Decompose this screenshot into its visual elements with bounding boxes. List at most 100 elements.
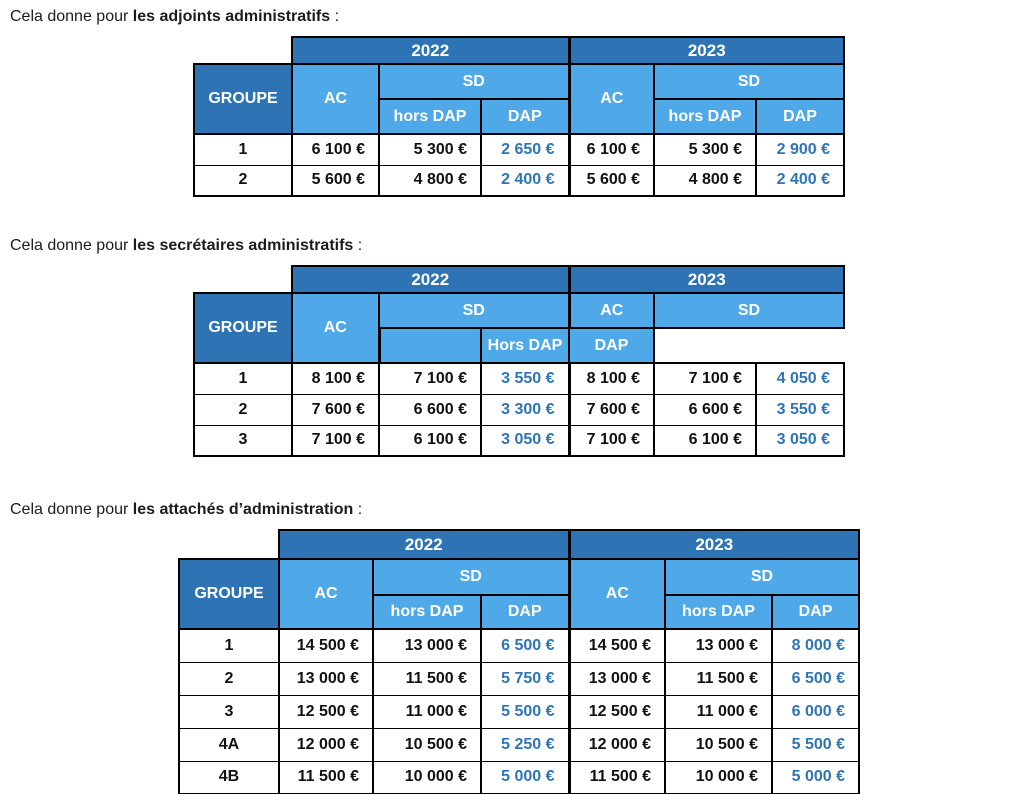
ac-header-2022: AC — [291, 63, 380, 135]
dap-value-cell: 3 050 € — [480, 424, 570, 457]
groupe-cell: 1 — [178, 628, 280, 663]
section-secretaires: Cela donne pour les secrétaires administ… — [10, 235, 1024, 457]
table-row: 4B 11 500 €10 000 €5 000 €11 500 €10 000 … — [178, 760, 860, 794]
corner-spacer — [194, 37, 292, 64]
value-cell: 13 000 € — [278, 661, 374, 696]
section-intro: Cela donne pour les adjoints administrat… — [10, 6, 1024, 27]
value-cell: 6 100 € — [653, 424, 757, 457]
value-cell: 7 600 € — [567, 393, 655, 426]
year-header-2022: 2022 — [291, 36, 570, 65]
value-cell: 10 500 € — [664, 727, 773, 762]
table-row: 4A 12 000 €10 500 €5 250 €12 000 €10 500 … — [178, 727, 860, 762]
value-cell: 4 800 € — [378, 164, 482, 197]
value-cell: 12 500 € — [567, 694, 666, 729]
intro-bold: les attachés d’administration — [132, 501, 354, 518]
groupe-cell: 1 — [193, 133, 293, 166]
value-cell: 10 000 € — [372, 760, 482, 794]
sd-header-2023: SD — [664, 558, 860, 596]
table-secretaires: 2022 2023 GROUPE AC SD AC SD Hors DAP DA… — [193, 265, 845, 457]
year-header-2022: 2022 — [291, 265, 570, 294]
corner-spacer — [194, 266, 292, 293]
dap-value-cell: 5 500 € — [771, 727, 860, 762]
section-intro: Cela donne pour les attachés d’administr… — [10, 499, 1024, 520]
value-cell: 8 100 € — [567, 362, 655, 395]
groupe-cell: 1 — [193, 362, 293, 395]
table-row: 1 14 500 €13 000 €6 500 €14 500 €13 000 €… — [178, 628, 860, 663]
value-cell: 12 000 € — [567, 727, 666, 762]
year-header-2023: 2023 — [567, 529, 860, 560]
year-row: 2022 2023 — [194, 265, 845, 294]
ac-header-2022: AC — [278, 558, 374, 630]
dap-value-cell: 6 000 € — [771, 694, 860, 729]
groupe-cell: 2 — [193, 393, 293, 426]
groupe-cell: 4B — [178, 760, 280, 794]
hors-dap-header-2023: Hors DAP — [480, 327, 570, 364]
year-row: 2022 2023 — [194, 36, 845, 65]
year-header-2023: 2023 — [567, 265, 845, 294]
value-cell: 7 100 € — [291, 424, 380, 457]
value-cell: 12 500 € — [278, 694, 374, 729]
value-cell: 5 600 € — [291, 164, 380, 197]
value-cell: 11 500 € — [567, 760, 666, 794]
groupe-cell: 4A — [178, 727, 280, 762]
sd-header-row: GROUPE AC SD AC SD — [193, 63, 845, 135]
groupe-cell: 3 — [193, 424, 293, 457]
dap-header-row: Hors DAP DAP — [194, 327, 844, 364]
dap-value-cell: 6 500 € — [480, 628, 570, 663]
dap-header-2023: DAP — [568, 327, 655, 364]
value-cell: 7 600 € — [291, 393, 380, 426]
dap-value-cell: 5 500 € — [480, 694, 570, 729]
value-cell: 12 000 € — [278, 727, 374, 762]
table-adjoints: 2022 2023 GROUPE AC SD AC SD hors DAP DA… — [193, 36, 845, 197]
intro-suffix: : — [330, 8, 340, 25]
value-cell: 14 500 € — [567, 628, 666, 663]
groupe-header: GROUPE — [178, 558, 280, 630]
value-cell: 6 600 € — [653, 393, 757, 426]
dap-value-cell: 3 550 € — [480, 362, 570, 395]
dap-value-cell: 2 400 € — [755, 164, 845, 197]
table-row: 3 12 500 €11 000 €5 500 €12 500 €11 000 €… — [178, 694, 860, 729]
ac-header-2022: AC — [291, 292, 380, 364]
dap-value-cell: 2 400 € — [480, 164, 570, 197]
value-cell: 11 500 € — [278, 760, 374, 794]
dap-value-cell: 3 300 € — [480, 393, 570, 426]
value-cell: 11 000 € — [664, 694, 773, 729]
section-intro: Cela donne pour les secrétaires administ… — [10, 235, 1024, 256]
value-cell: 4 800 € — [653, 164, 757, 197]
dap-value-cell: 2 900 € — [755, 133, 845, 166]
dap-value-cell: 4 050 € — [755, 362, 845, 395]
groupe-header: GROUPE — [193, 63, 293, 135]
hors-dap-header-2023: hors DAP — [664, 594, 773, 630]
dap-header-2022: DAP — [480, 98, 570, 135]
ac-header-2023: AC — [567, 63, 655, 135]
sd-header-2022: SD — [378, 63, 570, 100]
groupe-cell: 2 — [178, 661, 280, 696]
intro-bold: les adjoints administratifs — [132, 8, 331, 25]
value-cell: 5 300 € — [653, 133, 757, 166]
intro-prefix: Cela donne pour — [10, 8, 133, 25]
intro-suffix: : — [353, 501, 363, 518]
dap-value-cell: 5 000 € — [480, 760, 570, 794]
hors-dap-header-2022: hors DAP — [378, 98, 482, 135]
sd-header-2022: SD — [378, 292, 570, 329]
value-cell: 13 000 € — [567, 661, 666, 696]
dap-header-2023: DAP — [771, 594, 860, 630]
ac-header-2023: AC — [567, 292, 655, 329]
value-cell: 10 000 € — [664, 760, 773, 794]
value-cell: 5 600 € — [567, 164, 655, 197]
value-cell: 5 300 € — [378, 133, 482, 166]
dap-value-cell: 8 000 € — [771, 628, 860, 663]
dap-value-cell: 3 050 € — [755, 424, 845, 457]
value-cell: 7 100 € — [567, 424, 655, 457]
value-cell: 13 000 € — [664, 628, 773, 663]
empty-header-cell — [377, 327, 482, 364]
dap-value-cell: 3 550 € — [755, 393, 845, 426]
groupe-cell: 3 — [178, 694, 280, 729]
value-cell: 6 100 € — [567, 133, 655, 166]
value-cell: 8 100 € — [291, 362, 380, 395]
